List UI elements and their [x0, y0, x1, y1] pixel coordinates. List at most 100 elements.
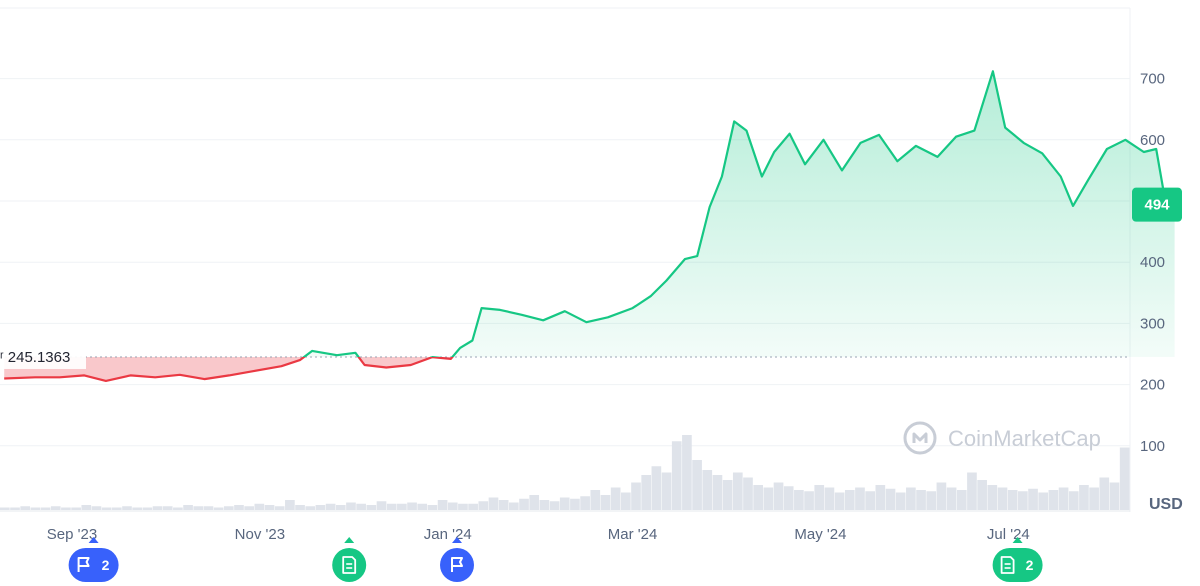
volume-bar — [81, 505, 92, 510]
volume-bar — [183, 505, 193, 510]
volume-bar — [122, 506, 132, 510]
event-marker[interactable]: 2 — [992, 537, 1043, 582]
volume-bar — [794, 490, 804, 510]
volume-bar — [162, 506, 173, 510]
volume-bar — [1068, 491, 1079, 510]
labels: ʳ 245.1363 494 — [0, 187, 1182, 369]
volume-bar — [1089, 487, 1099, 510]
volume-bar — [407, 502, 417, 510]
flag-icon-shape — [77, 557, 90, 572]
volume-bars — [0, 435, 1130, 510]
x-tick-label: Sep '23 — [47, 526, 97, 543]
y-tick-label: 400 — [1140, 254, 1165, 271]
volume-bar — [478, 501, 489, 510]
volume-bar — [213, 507, 224, 510]
volume-bar — [956, 490, 967, 510]
flag-icon — [451, 557, 463, 572]
volume-bar — [855, 487, 865, 510]
document-icon-shape — [342, 556, 357, 574]
reference-value-background — [0, 344, 86, 369]
flag-icon — [77, 557, 90, 572]
volume-bar — [366, 505, 377, 510]
current-price-badge — [1132, 187, 1182, 222]
volume-bar — [488, 497, 499, 510]
volume-bar — [376, 501, 387, 510]
event-marker-count: 2 — [102, 557, 110, 573]
volume-bar — [173, 507, 183, 510]
volume-bar — [824, 487, 835, 510]
volume-bar — [570, 498, 580, 510]
volume-bar — [1058, 487, 1069, 510]
volume-bar — [967, 472, 977, 510]
y-unit-label: USD — [1149, 496, 1183, 513]
volume-bar — [397, 503, 407, 510]
volume-bar — [458, 503, 468, 510]
event-marker-pointer — [344, 537, 355, 543]
x-tick-label: Mar '24 — [608, 526, 658, 543]
volume-bar — [417, 503, 428, 510]
volume-bar — [783, 486, 794, 510]
x-tick-label: May '24 — [794, 526, 846, 543]
event-marker-pointer — [88, 537, 99, 543]
event-marker[interactable]: 2 — [68, 537, 119, 582]
volume-bar — [498, 500, 509, 510]
volume-bar — [844, 490, 855, 510]
volume-bar — [631, 482, 641, 510]
volume-bar — [743, 477, 753, 510]
volume-bar — [40, 507, 51, 510]
price-line — [4, 70, 1176, 382]
volume-bar — [285, 500, 295, 510]
volume-bar — [509, 502, 519, 510]
volume-bar — [1099, 477, 1110, 510]
volume-bar — [315, 505, 326, 510]
volume-bar — [712, 475, 723, 510]
volume-bar — [50, 506, 61, 510]
volume-bar — [244, 506, 254, 510]
event-marker[interactable] — [440, 537, 474, 582]
volume-bar — [590, 490, 601, 510]
volume-bar — [906, 487, 916, 510]
volume-bar — [152, 506, 163, 510]
volume-bar — [682, 435, 692, 510]
price-line-above-reference — [302, 70, 1176, 357]
y-tick-label: 600 — [1140, 132, 1165, 149]
volume-bar — [61, 507, 71, 510]
volume-bar — [580, 496, 590, 510]
price-line-below-reference — [4, 356, 454, 382]
volume-bar — [223, 506, 234, 510]
volume-bar — [661, 472, 672, 510]
x-axis: Sep '23 Nov '23 Jan '24 Mar '24 May '24 Jul '… — [47, 526, 1030, 543]
document-icon — [342, 556, 357, 574]
volume-bar — [519, 498, 529, 510]
volume-bar — [692, 460, 702, 510]
price-area — [4, 71, 1175, 381]
volume-bar — [620, 492, 631, 510]
volume-bar — [529, 495, 540, 510]
volume-bar — [1048, 490, 1059, 510]
volume-bar — [305, 506, 316, 510]
event-marker-pill[interactable] — [332, 548, 367, 582]
price-area-below-reference — [4, 356, 1175, 381]
volume-bar — [834, 492, 845, 510]
volume-bar — [335, 505, 346, 510]
volume-bar — [10, 507, 20, 510]
price-area-above-reference — [304, 71, 1175, 357]
volume-bar — [987, 485, 998, 510]
volume-bar — [732, 472, 743, 510]
volume-bar — [875, 485, 886, 510]
flag-icon-shape — [451, 557, 463, 572]
volume-bar — [702, 470, 713, 510]
x-tick-label: Jan '24 — [424, 526, 472, 543]
event-marker[interactable] — [332, 537, 367, 582]
event-marker-pill[interactable] — [992, 548, 1043, 582]
event-marker-pill[interactable] — [68, 548, 119, 582]
document-icon-shape — [1000, 556, 1015, 574]
volume-bar — [936, 482, 947, 510]
volume-bar — [254, 503, 265, 510]
volume-bar — [1109, 482, 1120, 510]
volume-bar — [610, 487, 621, 510]
volume-bar — [753, 485, 764, 510]
volume-bar — [142, 507, 153, 510]
volume-bar — [274, 506, 285, 510]
